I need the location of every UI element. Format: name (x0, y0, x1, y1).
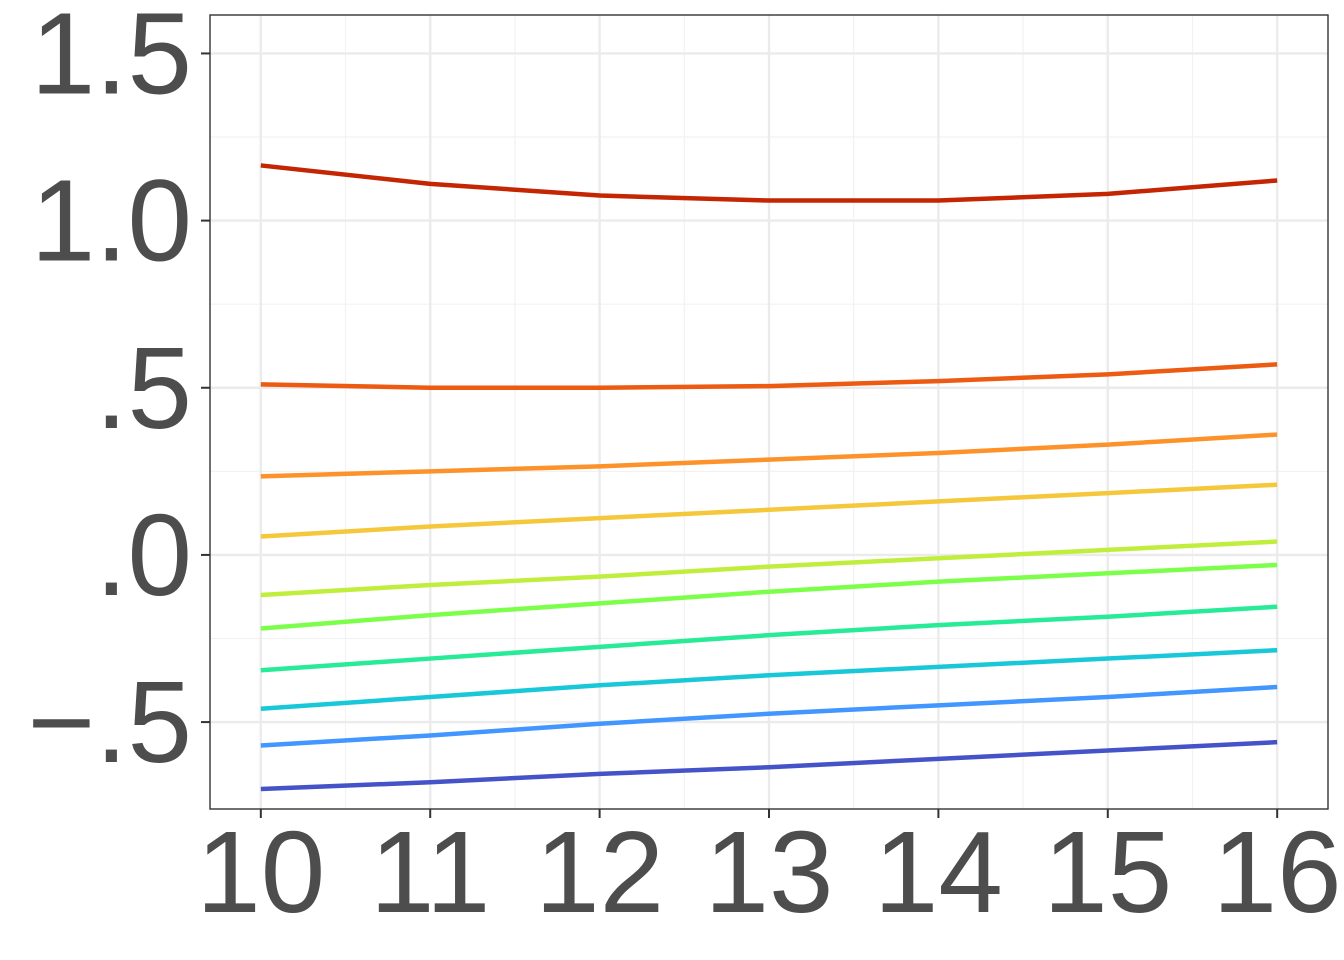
series-line-6 (260, 539, 1278, 598)
series-line-4 (260, 604, 1278, 673)
series-line-10 (260, 163, 1278, 203)
series-line-8 (260, 432, 1278, 479)
series-line-3 (260, 647, 1278, 711)
x-tick-label: 10 (196, 807, 325, 937)
x-tick-label: 15 (1043, 807, 1172, 937)
y-tick-label: .0 (95, 490, 192, 620)
x-tick-label: 13 (704, 807, 833, 937)
y-tick-label: −.5 (28, 657, 192, 787)
series-line-7 (260, 482, 1278, 539)
series-line-5 (260, 562, 1278, 631)
series-line-2 (260, 684, 1278, 748)
major-gridlines (210, 15, 1328, 809)
x-axis: 10 11 12 13 14 15 16 (196, 807, 1341, 937)
x-tick-label: 11 (370, 807, 490, 937)
series-lines (260, 163, 1278, 792)
x-tick-label: 12 (535, 807, 664, 937)
series-line-9 (260, 362, 1278, 391)
y-axis: −.5 .0 .5 1.0 1.5 (28, 0, 210, 787)
y-tick-label: .5 (95, 323, 192, 453)
y-tick-label: 1.5 (31, 0, 192, 118)
series-line-1 (260, 739, 1278, 792)
y-tick-label: 1.0 (31, 156, 192, 286)
x-tick-label: 14 (874, 807, 1003, 937)
x-tick-label: 16 (1213, 807, 1342, 937)
